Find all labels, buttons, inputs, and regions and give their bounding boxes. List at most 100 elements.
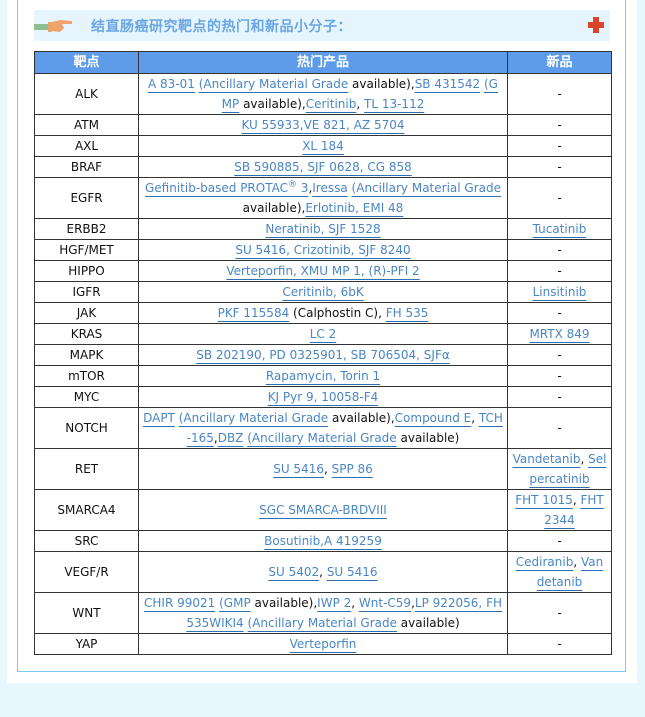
product-link[interactable]: Vandetanib	[512, 452, 581, 466]
product-link[interactable]: FHT 2344	[544, 493, 604, 527]
product-link[interactable]: Selpercatinib	[529, 452, 607, 486]
table-row: JAK PKF 115584 (Calphostin C), FH 535-	[34, 302, 612, 324]
table-row: VEGF/R SU 5402, SU 5416 Cediranib, Vandeta…	[34, 551, 612, 593]
table-row: SMARCA4 SGC SMARCA-BRDVIII FHT 1015, FHT 2…	[34, 489, 612, 531]
product-link[interactable]: Ceritinib	[305, 97, 357, 111]
plain-text: -	[557, 118, 562, 132]
product-link[interactable]: Iressa	[312, 181, 348, 195]
table-row: ERBB2 Neratinib, SJF 1528 Tucatinib	[34, 218, 612, 240]
product-link[interactable]: XL 184	[302, 139, 344, 153]
table-row: IGFR Ceritinib, 6bK Linsitinib	[34, 281, 612, 303]
new-products-cell: -	[507, 156, 612, 178]
product-link[interactable]: Ceritinib, 6bK	[282, 285, 364, 299]
plain-text: available),	[239, 97, 306, 111]
plain-text: ,	[411, 596, 415, 610]
new-products-cell: -	[507, 135, 612, 157]
product-link[interactable]: SU 5416, Crizotinib, SJF 8240	[235, 243, 411, 257]
column-header-new-products: 新品	[507, 51, 612, 74]
product-link[interactable]: (Ancillary Material Grade	[351, 181, 501, 195]
product-link[interactable]: DBZ	[217, 431, 244, 445]
product-link[interactable]: MRTX 849	[529, 327, 590, 341]
product-link[interactable]: Compound E	[394, 411, 472, 425]
new-products-cell: -	[507, 592, 612, 634]
target-products-table: 靶点 热门产品 新品 ALK A 83-01 (Ancillary Materia…	[34, 51, 612, 655]
product-link[interactable]: Bosutinib,A 419259	[264, 534, 382, 548]
product-link[interactable]: Verteporfin, XMU MP 1, (R)-PFI 2	[226, 264, 420, 278]
table-row: HIPPO Verteporfin, XMU MP 1, (R)-PFI 2 -	[34, 260, 612, 282]
plain-text: -	[557, 191, 562, 205]
product-link[interactable]: A 83-01	[148, 77, 195, 91]
product-link[interactable]: CHIR 99021	[144, 596, 216, 610]
plus-icon[interactable]	[588, 17, 604, 33]
target-cell: EGFR	[34, 177, 139, 219]
product-link[interactable]: SB 590885, SJF 0628, CG 858	[234, 160, 412, 174]
product-link[interactable]: (Ancillary Material Grade	[178, 411, 329, 425]
hot-products-cell: SB 590885, SJF 0628, CG 858	[138, 156, 508, 178]
product-link[interactable]: TCH-165	[186, 411, 503, 445]
plain-text: available),	[250, 596, 318, 610]
column-header-target: 靶点	[34, 51, 139, 74]
product-link[interactable]: LP 922056, FH 535WIKI4	[186, 596, 502, 630]
target-cell: MAPK	[34, 344, 139, 366]
product-link[interactable]: (Ancillary Material Grade	[198, 77, 349, 91]
target-cell: ATM	[34, 114, 139, 136]
table-row: SRC Bosutinib,A 419259 -	[34, 530, 612, 552]
target-cell: mTOR	[34, 365, 139, 387]
product-link[interactable]: SU 5402	[268, 565, 320, 579]
product-link[interactable]: SU 5416	[326, 565, 378, 579]
product-link[interactable]: Wnt-C59	[358, 596, 412, 610]
new-products-cell: -	[507, 239, 612, 261]
plain-text: -	[557, 306, 562, 320]
product-link[interactable]: TL 13-112	[364, 97, 425, 111]
plain-text: -	[557, 243, 562, 257]
product-link[interactable]: SPP 86	[331, 462, 373, 476]
product-link[interactable]: Neratinib, SJF 1528	[265, 222, 381, 236]
product-link[interactable]: Gefinitib-based PROTAC® 3	[144, 180, 309, 196]
product-link[interactable]: KJ Pyr 9, 10058-F4	[267, 390, 379, 404]
table-row: NOTCH DAPT (Ancillary Material Grade avai…	[34, 407, 612, 449]
table-row: HGF/MET SU 5416, Crizotinib, SJF 8240 -	[34, 239, 612, 261]
product-link[interactable]: (Ancillary Material Grade	[247, 431, 397, 445]
plain-text: -	[557, 87, 562, 101]
new-products-cell: -	[507, 344, 612, 366]
product-link[interactable]: Tucatinib	[532, 222, 587, 236]
plain-text: ,	[572, 493, 581, 507]
hot-products-cell: PKF 115584 (Calphostin C), FH 535	[138, 302, 508, 324]
target-cell: NOTCH	[34, 407, 139, 449]
hot-products-cell: XL 184	[138, 135, 508, 157]
product-link[interactable]: Linsitinib	[532, 285, 587, 299]
new-products-cell: MRTX 849	[507, 323, 612, 345]
product-link[interactable]: Verteporfin	[289, 637, 357, 651]
product-link[interactable]: Rapamycin, Torin 1	[265, 369, 381, 383]
target-cell: VEGF/R	[34, 551, 139, 593]
product-link[interactable]: (GMP	[221, 77, 498, 111]
new-products-cell: -	[507, 633, 612, 655]
product-link[interactable]: (Ancillary Material Grade	[247, 616, 397, 630]
target-cell: SMARCA4	[34, 489, 139, 531]
table-row: WNT CHIR 99021 (GMP available),IWP 2, Wnt…	[34, 592, 612, 634]
product-link[interactable]: KU 55933,VE 821, AZ 5704	[241, 118, 405, 132]
product-link[interactable]: Erlotinib, EMI 48	[305, 201, 404, 215]
pointing-hand-icon	[34, 20, 72, 32]
table-row: BRAF SB 590885, SJF 0628, CG 858 -	[34, 156, 612, 178]
table-row: AXL XL 184 -	[34, 135, 612, 157]
product-link[interactable]: IWP 2	[317, 596, 352, 610]
product-link[interactable]: LC 2	[309, 327, 337, 341]
product-link[interactable]: FH 535	[385, 306, 429, 320]
target-cell: WNT	[34, 592, 139, 634]
plain-text: -	[557, 264, 562, 278]
plain-text: available),	[242, 201, 306, 215]
plain-text: available)	[396, 616, 460, 630]
product-link[interactable]: PKF 115584	[217, 306, 290, 320]
product-link[interactable]: SGC SMARCA-BRDVIII	[259, 503, 387, 517]
product-link[interactable]: SB 431542	[414, 77, 481, 91]
target-cell: HIPPO	[34, 260, 139, 282]
product-link[interactable]: SU 5416	[273, 462, 324, 476]
target-cell: KRAS	[34, 323, 139, 345]
product-link[interactable]: Vandetanib	[536, 555, 604, 589]
product-link[interactable]: Cediranib	[515, 555, 574, 569]
product-link[interactable]: DAPT	[143, 411, 175, 425]
product-link[interactable]: (GMP	[219, 596, 251, 610]
product-link[interactable]: FHT 1015	[515, 493, 573, 507]
product-link[interactable]: SB 202190, PD 0325901, SB 706504, SJFα	[196, 348, 450, 362]
